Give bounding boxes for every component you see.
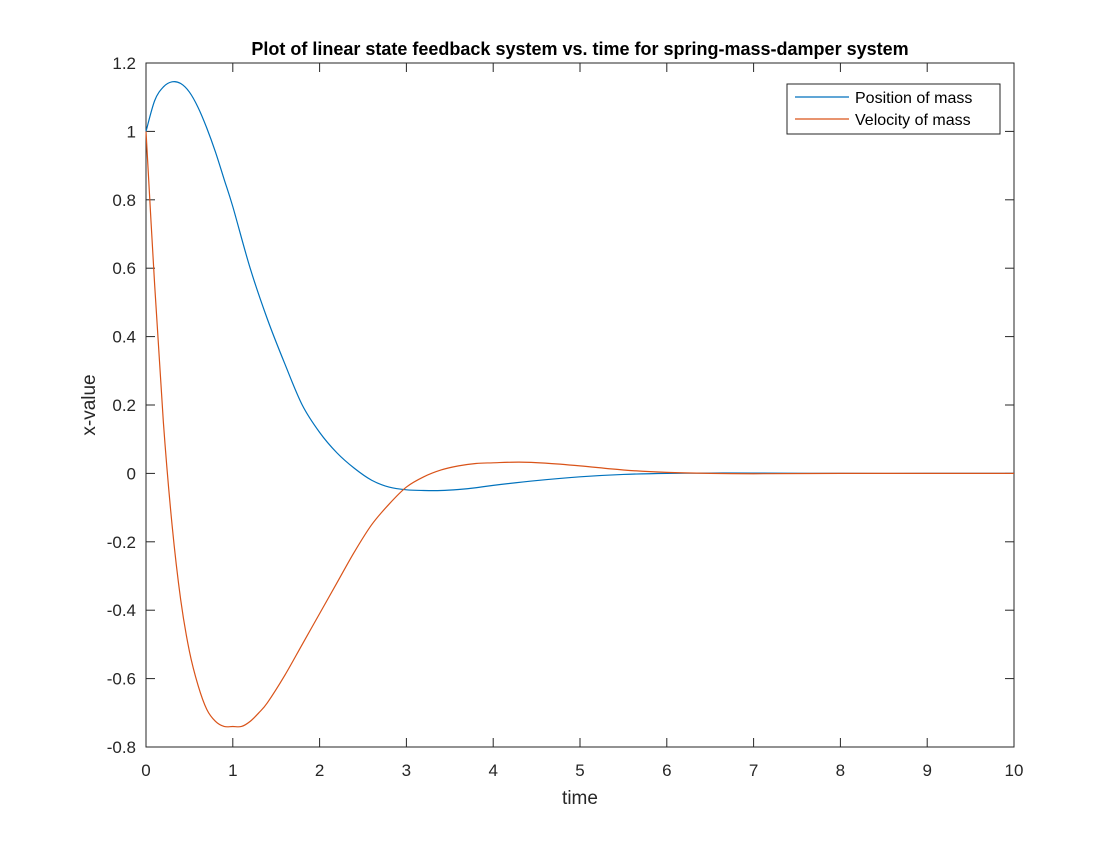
- x-tick-label: 7: [749, 761, 758, 780]
- chart-title: Plot of linear state feedback system vs.…: [251, 39, 908, 59]
- y-tick-label: 0: [127, 464, 136, 483]
- x-tick-label: 2: [315, 761, 324, 780]
- y-tick-label: 0.6: [112, 259, 136, 278]
- x-tick-label: 10: [1005, 761, 1024, 780]
- y-axis-label: x-value: [79, 374, 100, 435]
- y-tick-label: -0.6: [107, 670, 136, 689]
- x-tick-label: 6: [662, 761, 671, 780]
- y-tick-label: 1.2: [112, 54, 136, 73]
- y-tick-label: 0.8: [112, 191, 136, 210]
- axes-box: [145, 62, 1015, 748]
- series-line-position-of-mass: [145, 80, 1014, 492]
- x-tick-label: 9: [922, 761, 931, 780]
- x-tick-label: 4: [488, 761, 497, 780]
- y-tick-label: -0.8: [107, 738, 136, 757]
- legend-box: [786, 83, 1001, 135]
- legend: Position of mass Velocity of mass: [786, 83, 1001, 135]
- x-tick-label: 0: [141, 761, 150, 780]
- y-tick-label: 0.2: [112, 396, 136, 415]
- x-tick-label: 3: [402, 761, 411, 780]
- y-tick-label: -0.4: [107, 601, 136, 620]
- y-tick-label: 1: [127, 122, 136, 141]
- legend-label-position-of-mass: Position of mass: [855, 90, 972, 107]
- x-tick-label: 8: [836, 761, 845, 780]
- x-tick-label: 1: [228, 761, 237, 780]
- plot-area: 0 1 2 3 4 5 6 7 8 9 10 -0.8 -0.6 -0.4 -0.2 0 0.2 0.4 0.6 0.…: [107, 54, 1024, 780]
- y-tick-label: -0.2: [107, 533, 136, 552]
- y-tick-label: 0.4: [112, 328, 136, 347]
- x-axis-label: time: [562, 788, 598, 809]
- legend-label-velocity-of-mass: Velocity of mass: [855, 112, 971, 129]
- x-tick-label: 5: [575, 761, 584, 780]
- series-line-velocity-of-mass: [145, 131, 1014, 728]
